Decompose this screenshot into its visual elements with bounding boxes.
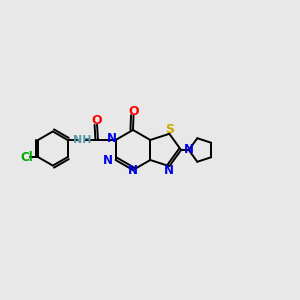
Text: N: N	[103, 154, 113, 166]
Text: N: N	[164, 164, 174, 177]
Text: N: N	[184, 143, 194, 157]
Text: O: O	[92, 114, 102, 127]
Text: NH: NH	[73, 135, 91, 145]
Text: N: N	[128, 164, 138, 176]
Text: S: S	[165, 123, 174, 136]
Text: O: O	[128, 105, 139, 118]
Text: Cl: Cl	[20, 151, 33, 164]
Text: N: N	[107, 132, 117, 145]
